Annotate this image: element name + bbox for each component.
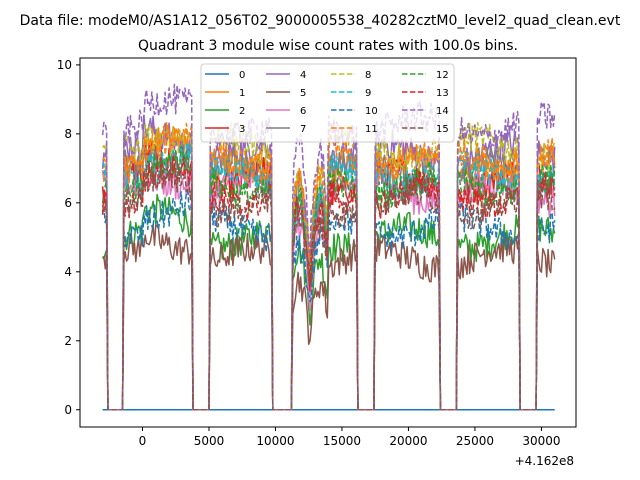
legend-label-14: 14 bbox=[436, 106, 449, 117]
legend-label-4: 4 bbox=[300, 70, 306, 81]
legend-label-7: 7 bbox=[300, 124, 306, 135]
legend-label-1: 1 bbox=[239, 88, 245, 99]
x-tick-label: 5000 bbox=[194, 434, 225, 448]
y-axis: 0 2 4 6 8 10 bbox=[57, 58, 80, 417]
legend-label-5: 5 bbox=[300, 88, 306, 99]
x-tick-label: 25000 bbox=[456, 434, 494, 448]
x-tick-label: 20000 bbox=[389, 434, 427, 448]
legend-frame bbox=[200, 63, 455, 143]
chart-title: Quadrant 3 module wise count rates with … bbox=[138, 38, 518, 54]
x-axis: 0 5000 10000 15000 20000 25000 30000 bbox=[139, 427, 561, 448]
y-tick-label: 6 bbox=[64, 196, 72, 210]
series-line-2 bbox=[101, 193, 556, 411]
legend-label-11: 11 bbox=[365, 124, 378, 135]
legend-label-2: 2 bbox=[239, 106, 245, 117]
x-tick-label: 10000 bbox=[256, 434, 294, 448]
legend-label-12: 12 bbox=[436, 70, 449, 81]
legend-label-3: 3 bbox=[239, 124, 245, 135]
y-tick-label: 10 bbox=[57, 58, 72, 72]
legend-label-15: 15 bbox=[436, 124, 449, 135]
x-tick-label: 15000 bbox=[323, 434, 361, 448]
series-line-8 bbox=[101, 121, 556, 411]
legend-label-8: 8 bbox=[365, 70, 371, 81]
y-tick-label: 4 bbox=[64, 265, 72, 279]
legend-label-9: 9 bbox=[365, 88, 371, 99]
figure-suptitle: Data file: modeM0/AS1A12_056T02_90000055… bbox=[20, 13, 621, 29]
y-tick-label: 0 bbox=[64, 403, 72, 417]
series-line-11 bbox=[102, 122, 556, 411]
legend-label-6: 6 bbox=[300, 106, 306, 117]
x-tick-label: 30000 bbox=[522, 434, 560, 448]
y-tick-label: 2 bbox=[64, 334, 72, 348]
x-tick-label: 0 bbox=[139, 434, 147, 448]
legend-label-10: 10 bbox=[365, 106, 378, 117]
plot-area-frame bbox=[79, 57, 577, 428]
y-tick-label: 8 bbox=[64, 127, 72, 141]
legend-label-0: 0 bbox=[239, 70, 245, 81]
series-line-13 bbox=[101, 154, 556, 411]
x-offset-label: +4.162e8 bbox=[515, 454, 574, 468]
series-line-5 bbox=[102, 223, 556, 411]
legend-label-13: 13 bbox=[436, 88, 449, 99]
series-line-15 bbox=[101, 161, 556, 411]
